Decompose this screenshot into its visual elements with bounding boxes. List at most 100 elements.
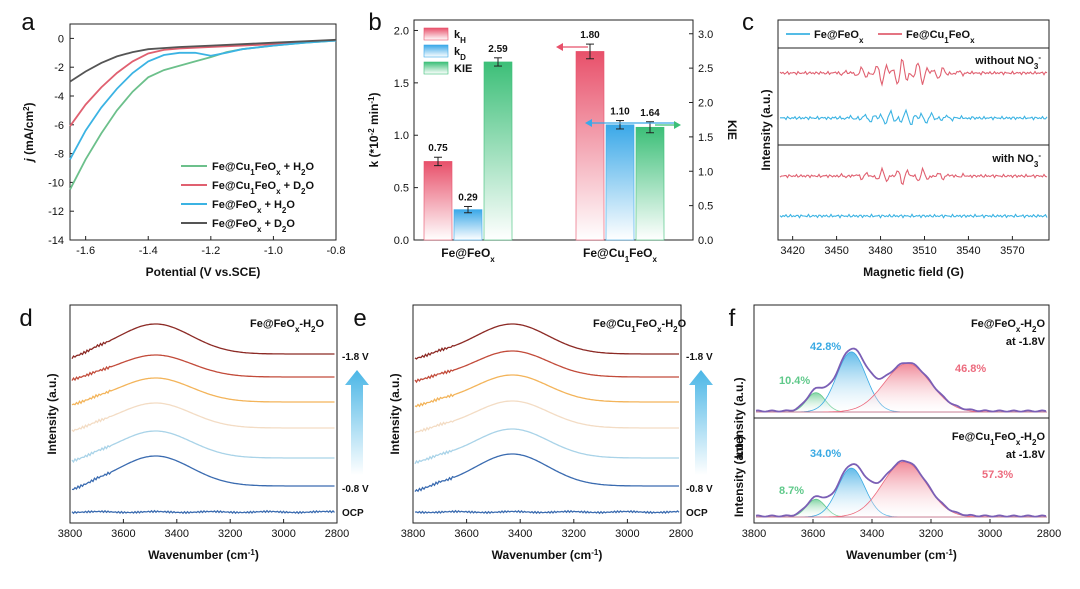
x-axis-title: Potential (V vs.SCE) bbox=[146, 265, 261, 279]
spectrum-trace bbox=[414, 400, 679, 434]
bar bbox=[453, 209, 483, 241]
arrow-head bbox=[674, 121, 681, 129]
x-tick-label: 3600 bbox=[801, 528, 825, 540]
legend-label-part: Fe@FeO bbox=[212, 199, 257, 211]
x-tick-label: 3400 bbox=[508, 528, 532, 540]
x-axis-title-part: ) bbox=[953, 548, 957, 562]
subplot-title-part: 2 bbox=[311, 325, 316, 334]
legend-label-part: 2 bbox=[282, 206, 287, 215]
x-tick-label: 3600 bbox=[454, 528, 478, 540]
x-tick-label: 3000 bbox=[978, 528, 1002, 540]
envelope-curve bbox=[755, 347, 1047, 413]
legend-swatch bbox=[423, 44, 449, 58]
y-axis-title: Intensity (a.u.) bbox=[759, 89, 773, 170]
x-tick-label: 3200 bbox=[919, 528, 943, 540]
category-label-part: x bbox=[653, 255, 658, 264]
panel-c: c 3420 3450 3480 3510 3540 3570 Magnetic field … bbox=[742, 9, 1050, 279]
x-tick-label: 3800 bbox=[58, 528, 82, 540]
x-tick-label: 2800 bbox=[1037, 528, 1061, 540]
y-axis-title-part: k (*10 bbox=[367, 135, 381, 167]
condition-label: at -1.8V bbox=[1006, 336, 1046, 348]
x-tick-label: 3800 bbox=[401, 528, 425, 540]
bar bbox=[605, 124, 635, 241]
fit-component bbox=[756, 461, 1047, 518]
legend-label-part: O bbox=[286, 199, 295, 211]
panel-letter: c bbox=[742, 9, 754, 36]
legend-label-part: FeO bbox=[255, 180, 277, 192]
trace-label: -0.8 V bbox=[686, 484, 713, 495]
y2-axis-title: KIE bbox=[725, 120, 739, 140]
legend-label-part: Fe@FeO bbox=[814, 29, 859, 41]
y-tick-label: -10 bbox=[48, 177, 64, 189]
legend-label: kH bbox=[454, 29, 466, 45]
legend-label-part: FeO bbox=[949, 29, 971, 41]
y-axis-title-part: -1 bbox=[367, 96, 376, 104]
panel-b: b 0.0 0.5 1.0 1.5 2.0 0.0 0.5 1.0 1.5 2.0 2.5 3.0 k (… bbox=[367, 9, 740, 264]
subplot-title-part: -H bbox=[299, 318, 311, 330]
spectrum-trace bbox=[414, 323, 679, 360]
subplot-title-part: 2 bbox=[1032, 438, 1037, 447]
x-tick-label: 2800 bbox=[325, 528, 349, 540]
subplot-title-part: 2 bbox=[1032, 325, 1037, 334]
subplot-title-part: O bbox=[315, 318, 324, 330]
fit-component bbox=[756, 363, 1047, 413]
trace-label: -1.8 V bbox=[686, 352, 713, 363]
percent-label: 42.8% bbox=[810, 341, 841, 353]
spectrum-trace bbox=[71, 402, 335, 433]
spectrum-trace bbox=[71, 323, 335, 360]
x-axis-title-part: ) bbox=[598, 548, 602, 562]
section-label: without NO3- bbox=[974, 53, 1041, 71]
x-tick-label: -1.6 bbox=[76, 245, 95, 257]
legend-label-part: + D bbox=[261, 218, 282, 230]
spectrum-trace bbox=[71, 455, 335, 491]
legend-label-part: k bbox=[454, 29, 461, 41]
subplot-title-part: 1 bbox=[631, 325, 636, 334]
subplot-title-part: Fe@FeO bbox=[971, 318, 1016, 330]
x-tick-label: 3000 bbox=[615, 528, 639, 540]
y2-tick-label: 1.0 bbox=[698, 166, 713, 178]
envelope-curve bbox=[755, 459, 1047, 518]
subplot-title-part: x bbox=[1016, 325, 1021, 334]
x-tick-label: -1.2 bbox=[201, 245, 220, 257]
legend-label: kD bbox=[454, 46, 466, 62]
category-label-part: FeO bbox=[629, 246, 652, 260]
y-tick-label: -8 bbox=[54, 149, 64, 161]
y2-tick-label: 2.5 bbox=[698, 63, 713, 75]
percent-label: 46.8% bbox=[955, 363, 986, 375]
y-axis-title-part: min bbox=[367, 104, 381, 129]
percent-label: 57.3% bbox=[982, 469, 1013, 481]
legend-label-part: + H bbox=[281, 161, 302, 173]
legend-label: Fe@FeOx + D2O bbox=[212, 218, 295, 234]
category-label-part: x bbox=[490, 255, 495, 264]
data-label: 0.75 bbox=[428, 143, 448, 154]
subplot-title-part: -H bbox=[1020, 431, 1032, 443]
x-axis-title: Wavenumber (cm-1) bbox=[148, 548, 259, 563]
legend-label-part: 2 bbox=[301, 187, 306, 196]
x-axis-title-part: ) bbox=[255, 548, 259, 562]
subplot-title: Fe@FeOx-H2O bbox=[971, 318, 1045, 334]
subplot-title-part: x bbox=[295, 325, 300, 334]
bar bbox=[423, 161, 453, 241]
plot-frame bbox=[69, 304, 338, 524]
x-tick-label: 3200 bbox=[562, 528, 586, 540]
y2-tick-label: 1.5 bbox=[698, 132, 713, 144]
legend-label-part: KIE bbox=[454, 63, 472, 75]
x-tick-label: 3450 bbox=[824, 245, 848, 257]
y-axis-title-part: 2 bbox=[22, 106, 31, 111]
y-tick-label: 0.0 bbox=[394, 235, 409, 247]
subplot-title-part: FeO bbox=[995, 431, 1017, 443]
x-tick-label: 3570 bbox=[1000, 245, 1024, 257]
x-tick-label: 3540 bbox=[956, 245, 980, 257]
legend-label-part: 1 bbox=[250, 187, 255, 196]
epr-trace bbox=[779, 58, 1048, 87]
x-tick-label: 3800 bbox=[742, 528, 766, 540]
legend-swatch bbox=[423, 27, 449, 41]
x-axis-title-part: Wavenumber (cm bbox=[148, 548, 248, 562]
data-label: 1.80 bbox=[580, 30, 600, 41]
plot-frame bbox=[412, 304, 682, 524]
data-label: 1.10 bbox=[610, 107, 630, 118]
y-tick-label: -4 bbox=[54, 91, 64, 103]
section-label-part: without NO bbox=[974, 55, 1034, 67]
x-tick-label: 3420 bbox=[780, 245, 804, 257]
y-axis-title-part: (mA/cm bbox=[22, 111, 36, 158]
